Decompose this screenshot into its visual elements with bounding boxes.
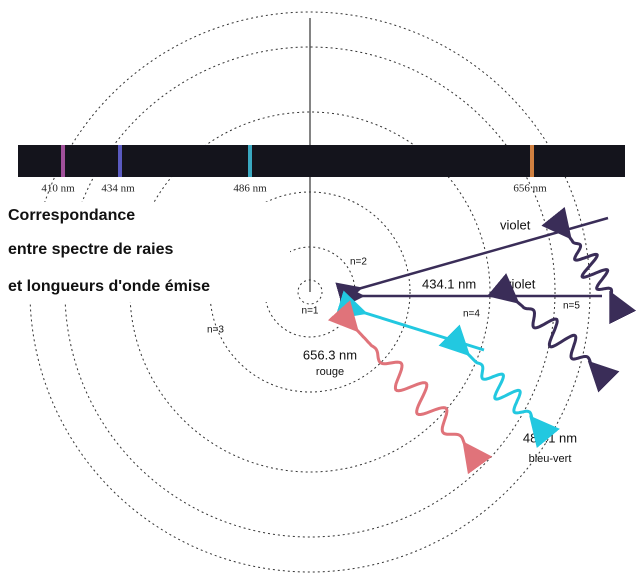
transition-wavelength: 656.3 nm: [303, 347, 357, 362]
orbit-label: n=2: [350, 257, 367, 268]
spectral-line: [61, 145, 65, 177]
transition-wavelength: 486.1 nm: [523, 430, 577, 445]
title-line: entre spectre de raies: [8, 241, 174, 258]
orbit-label: n=1: [302, 306, 319, 317]
photon-wave: [438, 324, 560, 449]
title-line: Correspondance: [8, 207, 135, 224]
transition-arrow: [335, 216, 609, 307]
spectral-line: [530, 145, 534, 177]
photon-wave: [327, 300, 493, 475]
title-line: et longueurs d'onde émise: [8, 278, 210, 295]
title-bg: [0, 202, 290, 302]
transition-color: rouge: [316, 366, 344, 378]
spectrum-label: 410 nm: [41, 183, 75, 195]
orbit-label: n=3: [207, 325, 224, 336]
photon-wave: [486, 273, 620, 393]
orbit-label: n=4: [463, 309, 480, 320]
transition-color: violet: [505, 276, 536, 291]
transition-wavelength: 434.1 nm: [422, 276, 476, 291]
spectral-line: [118, 145, 122, 177]
orbit-label: n=5: [563, 301, 580, 312]
spectrum-label: 656 nm: [513, 183, 547, 195]
photon-wave: [541, 206, 637, 325]
spectral-line: [248, 145, 252, 177]
transition-color: bleu-vert: [529, 453, 572, 465]
transition-color: violet: [500, 217, 531, 232]
spectrum-label: 434 nm: [101, 183, 135, 195]
spectrum-label: 486 nm: [233, 183, 267, 195]
